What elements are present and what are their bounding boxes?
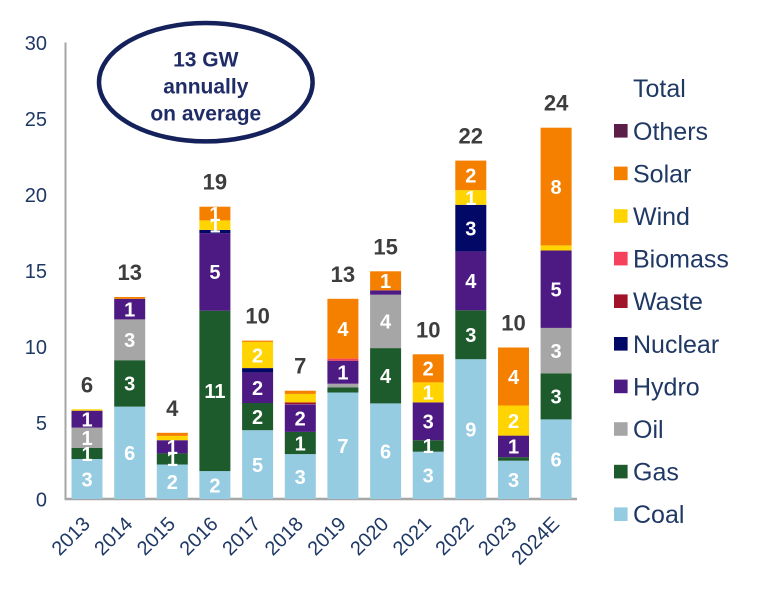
svg-text:1: 1 <box>167 449 178 471</box>
svg-text:8: 8 <box>551 177 562 199</box>
svg-text:10: 10 <box>501 311 525 336</box>
svg-text:6: 6 <box>124 443 135 465</box>
svg-text:25: 25 <box>25 109 47 131</box>
svg-text:24: 24 <box>544 91 569 116</box>
svg-text:4: 4 <box>166 396 179 421</box>
svg-text:5: 5 <box>209 262 220 284</box>
svg-text:13: 13 <box>331 262 355 287</box>
svg-text:annually: annually <box>163 76 249 99</box>
svg-text:3: 3 <box>423 412 434 434</box>
svg-text:1: 1 <box>124 299 135 321</box>
svg-text:2: 2 <box>167 472 178 494</box>
svg-text:Coal: Coal <box>633 501 684 529</box>
svg-text:1: 1 <box>465 188 476 210</box>
svg-text:13 GW: 13 GW <box>173 49 239 72</box>
svg-text:3: 3 <box>551 387 562 409</box>
svg-text:Biomass: Biomass <box>633 246 729 274</box>
svg-text:2: 2 <box>252 345 263 367</box>
svg-text:1: 1 <box>209 204 220 226</box>
svg-text:3: 3 <box>551 341 562 363</box>
svg-text:7: 7 <box>337 436 348 458</box>
svg-text:5: 5 <box>551 280 562 302</box>
svg-text:Solar: Solar <box>633 160 691 188</box>
svg-text:6: 6 <box>380 442 391 464</box>
svg-text:on average: on average <box>150 103 261 126</box>
svg-text:4: 4 <box>380 312 392 334</box>
svg-text:Wind: Wind <box>633 203 690 231</box>
svg-text:3: 3 <box>295 467 306 489</box>
svg-text:1: 1 <box>209 216 220 238</box>
svg-text:10: 10 <box>416 317 440 342</box>
svg-text:Nuclear: Nuclear <box>633 331 719 359</box>
svg-text:3: 3 <box>508 470 519 492</box>
svg-text:1: 1 <box>423 383 434 405</box>
svg-text:22: 22 <box>459 124 483 149</box>
svg-text:1: 1 <box>508 437 519 459</box>
svg-text:Waste: Waste <box>633 288 703 316</box>
svg-text:2: 2 <box>209 475 220 497</box>
svg-text:3: 3 <box>465 218 476 240</box>
svg-text:Others: Others <box>633 118 708 146</box>
svg-text:1: 1 <box>337 363 348 385</box>
svg-text:2: 2 <box>295 408 306 430</box>
svg-text:0: 0 <box>36 489 47 511</box>
svg-text:4: 4 <box>465 271 477 293</box>
svg-text:20: 20 <box>25 185 47 207</box>
svg-text:1: 1 <box>295 433 306 455</box>
svg-text:6: 6 <box>551 450 562 472</box>
svg-text:1: 1 <box>81 409 92 431</box>
svg-text:2: 2 <box>252 407 263 429</box>
svg-text:Oil: Oil <box>633 416 664 444</box>
svg-text:1: 1 <box>380 271 391 293</box>
svg-text:5: 5 <box>252 455 263 477</box>
svg-text:2: 2 <box>465 166 476 188</box>
svg-text:30: 30 <box>25 33 47 55</box>
svg-text:Hydro: Hydro <box>633 373 700 401</box>
svg-text:9: 9 <box>465 419 476 441</box>
svg-text:13: 13 <box>117 260 141 285</box>
svg-text:1: 1 <box>167 437 178 459</box>
svg-text:4: 4 <box>337 319 349 341</box>
svg-text:3: 3 <box>423 466 434 488</box>
svg-text:6: 6 <box>81 372 93 397</box>
svg-text:10: 10 <box>245 304 269 329</box>
svg-text:2: 2 <box>252 378 263 400</box>
svg-text:Gas: Gas <box>633 459 679 487</box>
svg-text:3: 3 <box>124 374 135 396</box>
svg-text:5: 5 <box>36 413 47 435</box>
svg-text:4: 4 <box>380 366 392 388</box>
svg-text:15: 15 <box>373 234 397 259</box>
svg-text:15: 15 <box>25 261 47 283</box>
svg-text:1: 1 <box>423 436 434 458</box>
svg-text:1: 1 <box>81 444 92 466</box>
svg-text:2: 2 <box>423 359 434 381</box>
svg-text:Total: Total <box>633 75 686 103</box>
svg-text:3: 3 <box>81 469 92 491</box>
svg-text:11: 11 <box>204 381 225 403</box>
svg-text:4: 4 <box>508 367 520 389</box>
svg-text:19: 19 <box>203 170 227 195</box>
svg-text:3: 3 <box>124 330 135 352</box>
svg-text:3: 3 <box>465 325 476 347</box>
svg-text:2: 2 <box>508 411 519 433</box>
svg-text:10: 10 <box>25 337 47 359</box>
svg-text:7: 7 <box>294 354 306 379</box>
svg-text:1: 1 <box>81 428 92 450</box>
